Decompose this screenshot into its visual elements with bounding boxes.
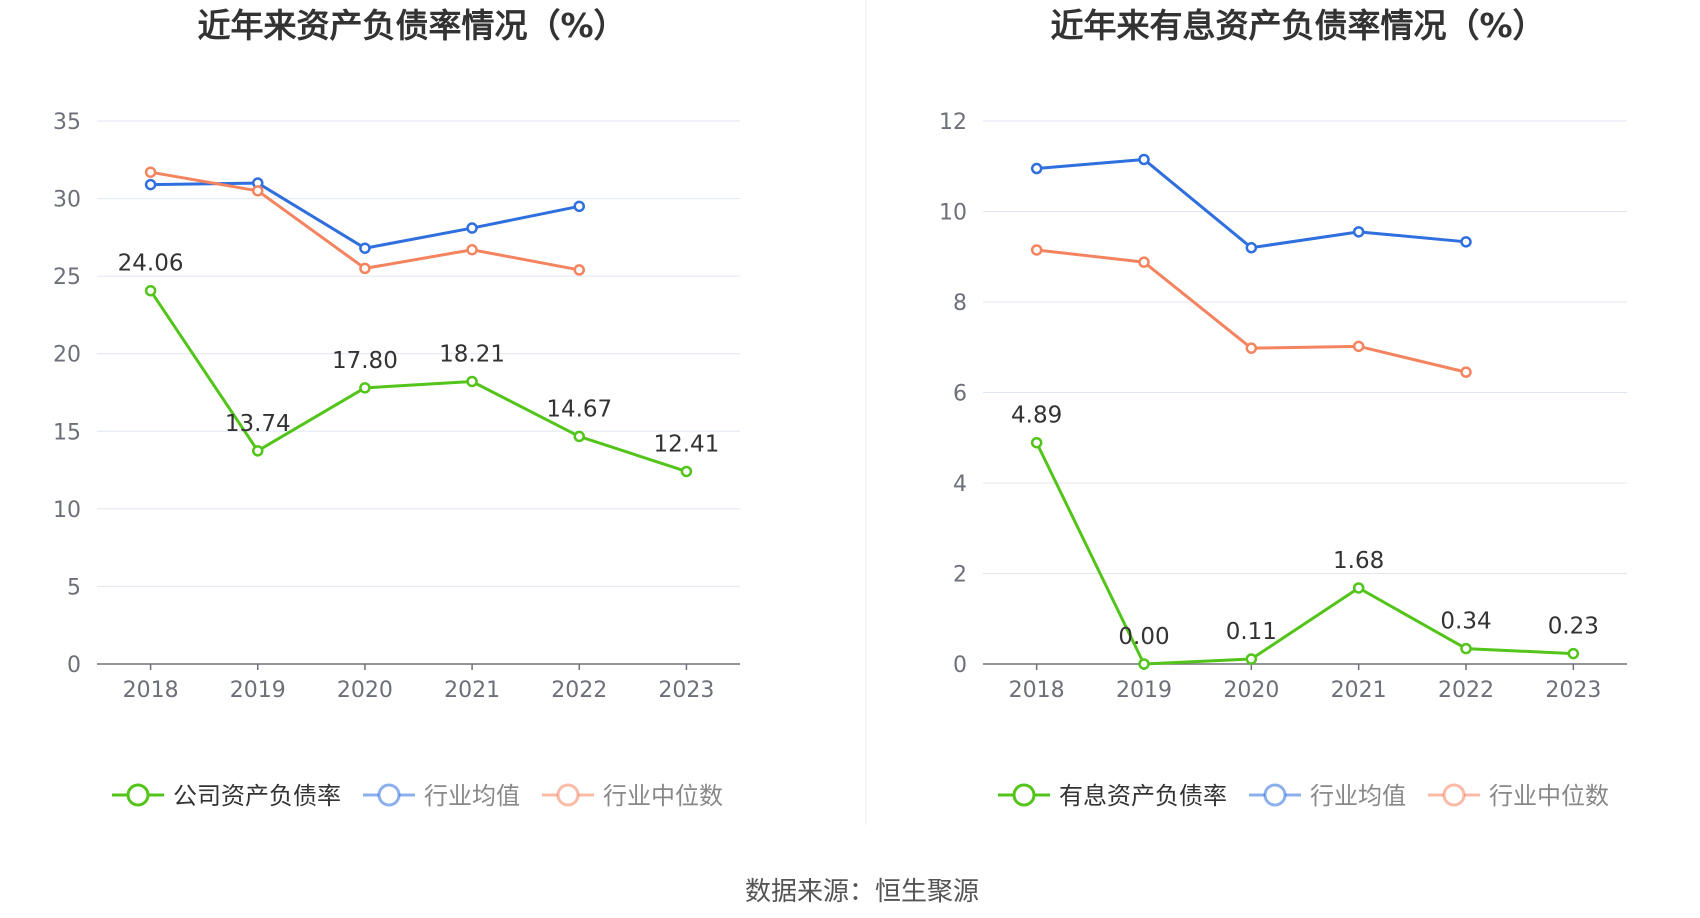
chart-title: 近年来资产负债率情况（%） — [197, 6, 626, 45]
data-label: 18.21 — [439, 341, 505, 367]
data-label: 0.11 — [1226, 619, 1277, 645]
data-label: 0.34 — [1440, 609, 1491, 635]
data-label: 12.41 — [653, 431, 719, 457]
data-point — [1352, 340, 1365, 353]
x-tick-label: 2023 — [658, 678, 714, 703]
data-point — [1030, 244, 1043, 256]
chart-title: 近年来有息资产负债率情况（%） — [1050, 6, 1545, 45]
data-point — [1245, 342, 1258, 354]
x-tick-label: 2022 — [1438, 678, 1494, 703]
legend-label: 行业均值 — [424, 782, 520, 810]
legend-item: 有息资产负债率 — [998, 782, 1227, 810]
x-tick-label: 2023 — [1545, 678, 1601, 703]
series-line — [149, 289, 687, 473]
legend-marker — [1012, 783, 1036, 807]
data-point — [680, 465, 693, 478]
data-point — [573, 200, 585, 213]
chart-interest-bearing-ratio: 近年来有息资产负债率情况（%） 0 2 4 6 8 10 12 2018 2019 2020 2021… — [939, 6, 1627, 810]
legend-item: 行业均值 — [1249, 782, 1406, 810]
y-tick-label: 6 — [953, 382, 967, 407]
x-tick-label: 2018 — [1009, 678, 1065, 703]
data-point — [1352, 226, 1365, 238]
data-point — [1460, 642, 1472, 655]
data-label: 14.67 — [546, 396, 612, 422]
data-label: 0.00 — [1118, 624, 1169, 650]
data-point — [144, 166, 157, 178]
y-tick-label: 8 — [953, 291, 967, 316]
data-point — [252, 185, 264, 197]
series-line — [150, 170, 580, 272]
y-tick-label: 2 — [953, 563, 967, 588]
data-point — [144, 178, 157, 191]
data-point — [1460, 236, 1472, 248]
data-point — [573, 430, 585, 443]
data-source-note: 数据来源：恒生聚源 — [745, 877, 979, 907]
y-tick-label: 25 — [53, 265, 81, 290]
x-tick-label: 2021 — [444, 678, 500, 703]
data-point — [1138, 153, 1150, 166]
legend-label: 行业中位数 — [603, 782, 723, 810]
data-label: 0.23 — [1548, 614, 1599, 640]
x-tick-label: 2018 — [123, 678, 179, 703]
data-point — [1352, 582, 1365, 594]
legend-label: 行业均值 — [1310, 782, 1406, 810]
data-point — [359, 262, 371, 275]
legend-label: 有息资产负债率 — [1059, 782, 1227, 810]
y-tick-label: 4 — [953, 472, 967, 497]
data-label: 13.74 — [225, 411, 291, 437]
y-tick-label: 10 — [939, 201, 967, 226]
data-label: 17.80 — [332, 348, 398, 374]
y-tick-label: 20 — [53, 343, 81, 368]
data-point — [1138, 658, 1150, 670]
data-point — [1567, 647, 1580, 660]
data-point — [466, 375, 478, 388]
legend-marker — [377, 783, 401, 807]
y-tick-label: 12 — [939, 110, 967, 135]
y-tick-label: 5 — [67, 575, 81, 600]
data-point — [1460, 366, 1472, 378]
y-tick-label: 0 — [67, 653, 81, 678]
y-tick-label: 15 — [53, 420, 81, 445]
legend-item: 公司资产负债率 — [112, 782, 341, 810]
y-tick-label: 10 — [53, 498, 81, 523]
x-tick-label: 2022 — [551, 678, 607, 703]
x-tick-label: 2019 — [1116, 678, 1172, 703]
x-tick-label: 2021 — [1331, 678, 1387, 703]
data-label: 24.06 — [118, 251, 184, 277]
legend-label: 行业中位数 — [1489, 782, 1609, 810]
x-tick-label: 2019 — [230, 678, 286, 703]
data-label: 4.89 — [1011, 403, 1062, 429]
legend-marker — [1442, 783, 1466, 807]
legend-label: 公司资产负债率 — [173, 782, 341, 810]
data-point — [359, 242, 371, 254]
chart-asset-liability-ratio: 近年来资产负债率情况（%） 0 5 10 15 20 25 30 35 2018 2019 2020 2… — [53, 6, 740, 810]
data-point — [573, 264, 585, 276]
data-point — [1030, 436, 1043, 449]
data-label: 1.68 — [1333, 548, 1384, 574]
x-tick-label: 2020 — [1223, 678, 1279, 703]
data-point — [359, 382, 371, 394]
data-point — [252, 445, 264, 457]
series-line — [1035, 442, 1574, 666]
legend-marker — [556, 783, 580, 807]
data-point — [466, 222, 478, 234]
data-point — [466, 244, 478, 256]
y-tick-label: 0 — [953, 653, 967, 678]
y-tick-label: 30 — [53, 188, 81, 213]
data-point — [1245, 653, 1258, 665]
legend-marker — [1263, 783, 1287, 807]
series-line — [1036, 157, 1467, 250]
legend-marker — [126, 783, 150, 807]
data-point — [1245, 241, 1258, 254]
data-point — [1138, 256, 1150, 268]
legend-item: 行业中位数 — [1428, 782, 1609, 810]
y-tick-label: 35 — [53, 110, 81, 135]
legend-item: 行业中位数 — [542, 782, 723, 810]
legend-item: 行业均值 — [363, 782, 520, 810]
data-point — [144, 284, 157, 297]
x-tick-label: 2020 — [337, 678, 393, 703]
data-point — [1030, 162, 1043, 175]
series-line — [150, 181, 580, 250]
